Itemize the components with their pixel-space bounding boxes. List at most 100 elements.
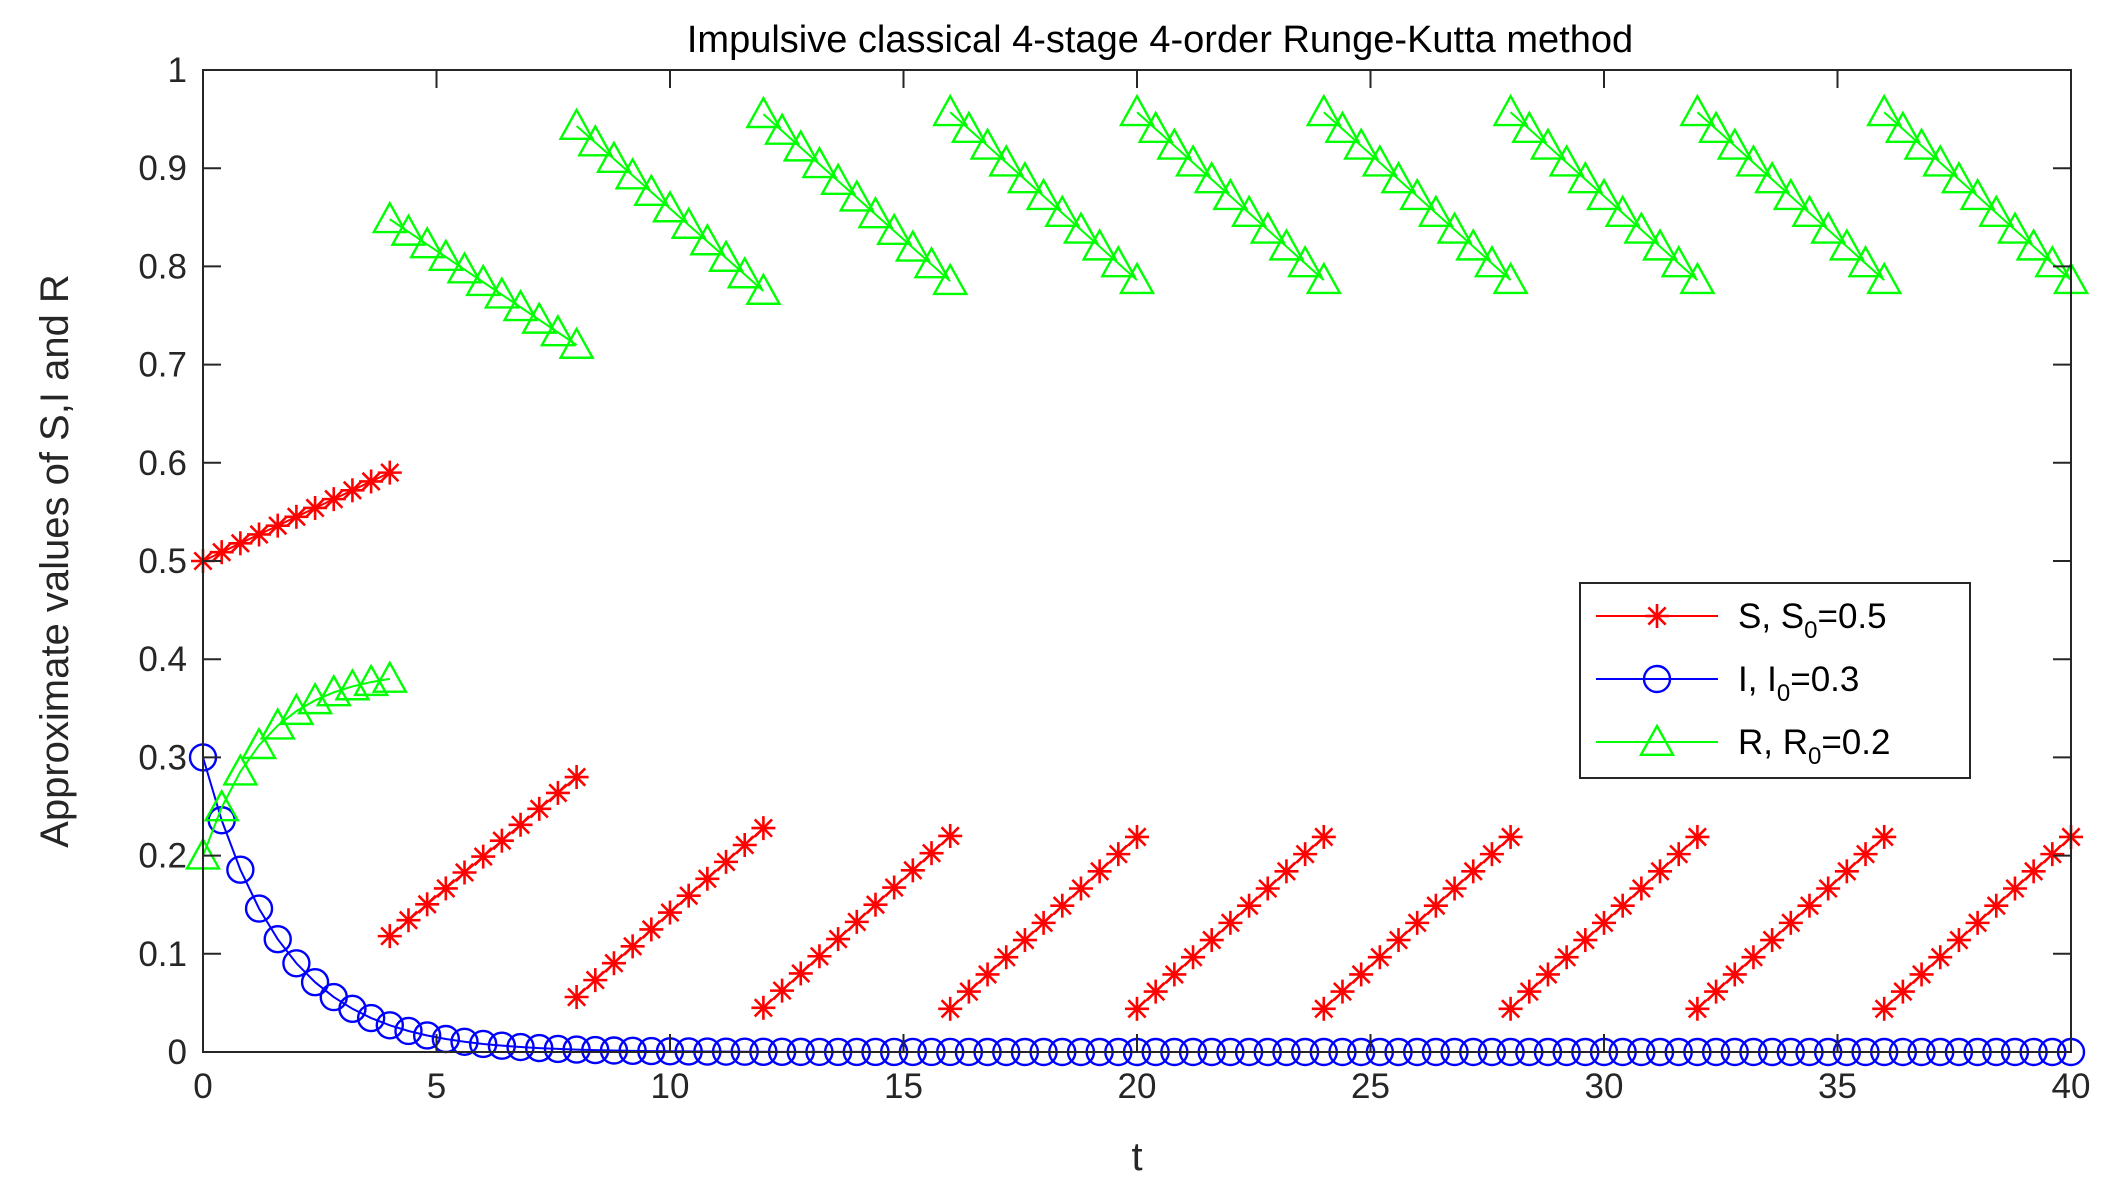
series-S-point	[1928, 945, 1953, 970]
series-S-point	[1554, 945, 1579, 970]
series-R-point	[1772, 177, 1809, 211]
series-R-point	[1324, 110, 1361, 144]
series-R-point	[1978, 194, 2015, 227]
series-S-point	[1143, 979, 1168, 1004]
series-R-point	[1660, 244, 1697, 278]
series-R-point	[1137, 110, 1174, 144]
series-S-point	[882, 875, 907, 900]
series-R-point	[1585, 177, 1623, 211]
series-R-point	[1529, 127, 1566, 160]
series-S-point	[1423, 893, 1448, 918]
legend-item-R: R, R0=0.2	[1596, 723, 1890, 770]
series-S-point	[1498, 996, 1523, 1021]
series-R-point	[1604, 194, 1641, 227]
series-R-point	[446, 251, 483, 284]
series-R-point	[502, 288, 539, 322]
series-R-point	[1006, 160, 1043, 194]
series-R-point	[1791, 194, 1828, 227]
x-tick-label: 10	[651, 1067, 690, 1106]
series-R-point	[1810, 211, 1847, 244]
series-S-point	[620, 934, 645, 959]
series-S-point	[508, 812, 533, 837]
series-S-point	[527, 796, 552, 821]
series-S-point	[751, 816, 776, 841]
chart-title: Impulsive classical 4-stage 4-order Rung…	[687, 19, 1633, 61]
series-R-point	[745, 95, 782, 129]
axes-box	[202, 69, 2072, 1053]
series-S-point	[1218, 910, 1243, 935]
series-S-point	[1012, 928, 1037, 953]
series-S-point	[1909, 962, 1934, 987]
series-S-point	[1311, 824, 1336, 849]
series-S-point	[2021, 859, 2046, 884]
series-S-point	[826, 927, 851, 952]
series-S-point	[415, 892, 440, 917]
y-tick-label: 0.1	[138, 935, 187, 974]
series-R-point	[1231, 194, 1268, 227]
y-tick-label: 0.5	[138, 542, 187, 581]
series-R-line-6	[1323, 111, 1512, 281]
series-R-point	[1940, 160, 1977, 194]
series-S-point	[1125, 824, 1149, 849]
series-S-point	[396, 908, 421, 933]
series-R-point	[1118, 93, 1156, 127]
series-R-point	[950, 110, 987, 144]
series-R-point	[1884, 110, 1921, 144]
series-S-point	[1797, 893, 1822, 918]
series-R-point	[633, 173, 670, 206]
series-R-point	[1996, 211, 2033, 244]
series-S-point	[471, 844, 496, 869]
series-I-point	[338, 994, 367, 1024]
series-S-point	[844, 909, 869, 934]
series-S-point	[1050, 893, 1075, 918]
y-tick-label: 0.9	[138, 149, 187, 188]
series-R-point	[1156, 127, 1193, 160]
series-S-point	[2040, 842, 2065, 867]
series-I-point	[487, 1031, 517, 1060]
plot-area	[184, 93, 2090, 1067]
series-I-point	[525, 1033, 554, 1063]
series-S-point	[1199, 928, 1224, 953]
series-S-point	[1535, 962, 1560, 987]
series-S-point	[564, 985, 589, 1010]
series-R-point	[315, 673, 352, 707]
series-R-line-8	[1696, 111, 1885, 281]
series-S-point	[1405, 910, 1430, 935]
series-S-point	[377, 460, 402, 485]
series-S-point	[1293, 842, 1318, 867]
series-S-point	[919, 841, 944, 866]
series-I-point	[226, 855, 255, 884]
series-R-line-3	[762, 113, 951, 282]
series-S-point	[545, 780, 570, 805]
series-I-point	[450, 1027, 479, 1056]
series-S-point	[340, 478, 365, 503]
series-R-point	[988, 144, 1025, 177]
y-tick-label: 0.4	[138, 640, 187, 679]
series-R-point	[2034, 244, 2071, 278]
series-R-point	[278, 692, 315, 726]
x-tick-label: 20	[1118, 1067, 1157, 1106]
series-R-point	[2015, 228, 2052, 261]
series-R-line-1	[389, 218, 578, 346]
series-R-line-9	[1883, 111, 2072, 281]
series-S-point	[1386, 928, 1411, 953]
series-R-point	[241, 726, 278, 760]
x-tick-label: 40	[2052, 1067, 2091, 1106]
series-S-point	[639, 917, 664, 942]
series-S-point	[601, 951, 626, 976]
series-S-point	[1517, 979, 1542, 1004]
series-R-point	[222, 753, 259, 786]
series-S-point	[1442, 876, 1467, 901]
series-R-point	[614, 156, 651, 190]
series-R-point	[390, 213, 427, 246]
series-R-point	[1305, 93, 1342, 127]
series-I-point	[282, 949, 311, 978]
series-R-point	[857, 195, 894, 229]
series-R-point	[1492, 261, 1529, 295]
series-I-point	[263, 924, 292, 954]
series-I-point	[543, 1034, 573, 1064]
series-S-point	[714, 849, 739, 874]
series-S-point	[1125, 996, 1149, 1021]
series-R-point	[1847, 244, 1884, 278]
